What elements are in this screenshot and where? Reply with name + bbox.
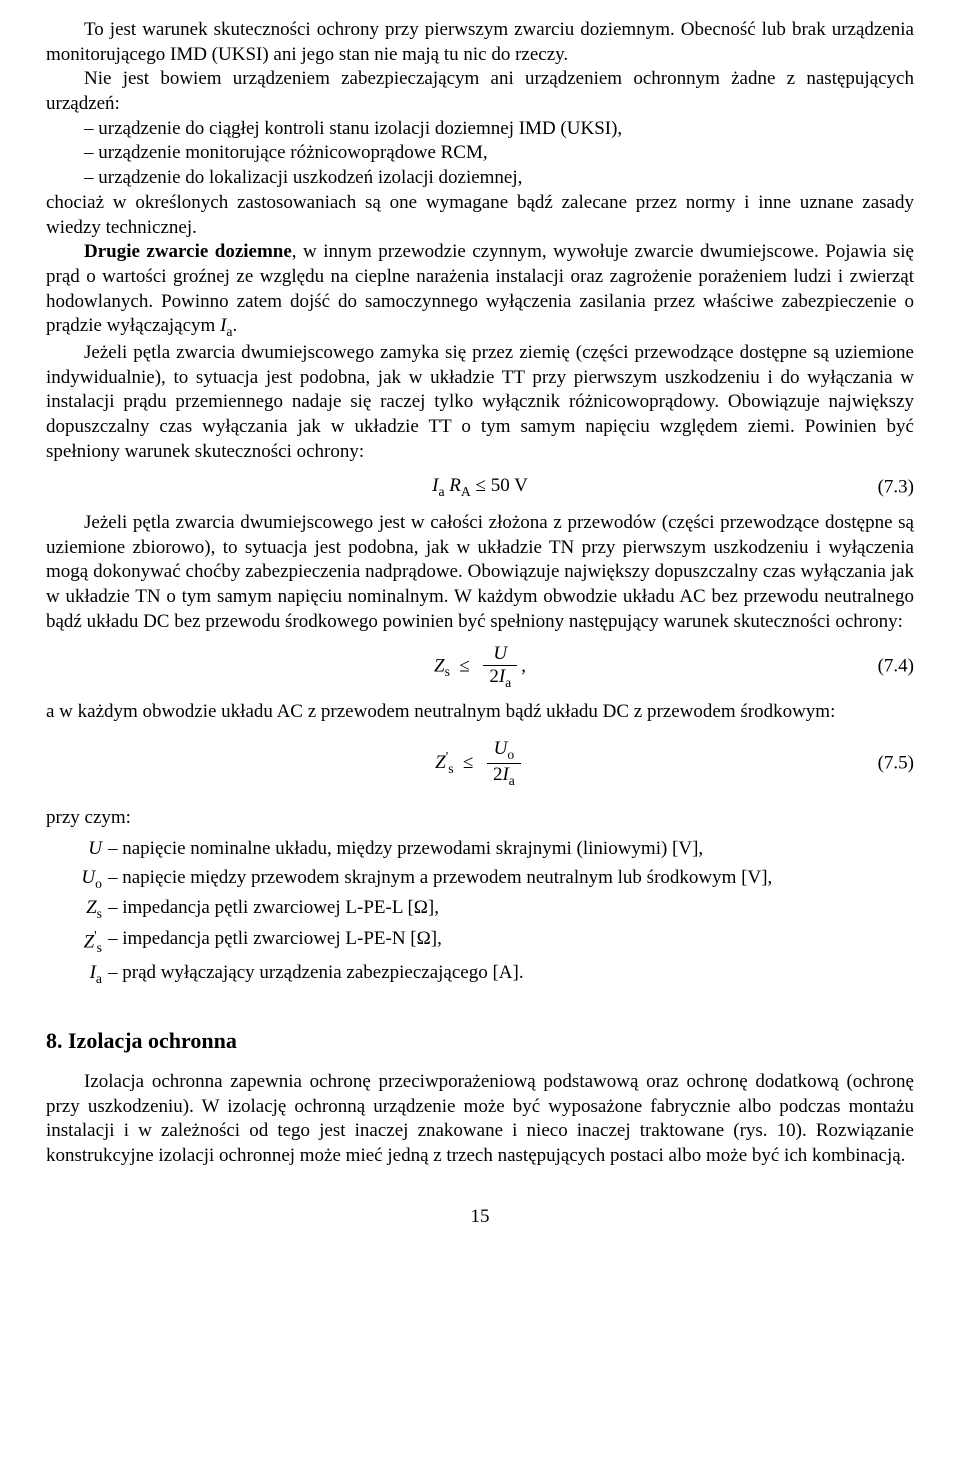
paragraph-4-bold: Drugie zwarcie doziemne (84, 241, 292, 262)
def-symbol: Z's (46, 927, 108, 957)
eq75-den-Isub: a (509, 773, 515, 788)
equation-7-5-body: Z's ≤ Uo 2Ia (435, 739, 525, 788)
eq74-rel: ≤ (459, 656, 469, 677)
list-item: – urządzenie do lokalizacji uszkodzeń iz… (46, 166, 914, 191)
paragraph-8: Izolacja ochronna zapewnia ochronę przec… (46, 1070, 914, 1169)
eq74-Z: Z (434, 656, 445, 677)
eq73-number: (7.3) (878, 475, 914, 500)
def-symbol: Zs (46, 896, 108, 923)
eq74-number: (7.4) (878, 655, 914, 680)
equation-7-4-body: Zs ≤ U 2Ia , (434, 644, 526, 690)
eq75-num-osub: o (507, 747, 514, 762)
equation-7-5: Z's ≤ Uo 2Ia (7.5) (46, 739, 914, 788)
paragraph-4: Drugie zwarcie doziemne, w innym przewod… (46, 240, 914, 341)
eq74-fraction: U 2Ia (483, 644, 517, 690)
def-row: Zs – impedancja pętli zwarciowej L-PE-L … (46, 896, 914, 923)
def-desc: – impedancja pętli zwarciowej L-PE-L [Ω]… (108, 896, 914, 923)
equation-7-4: Zs ≤ U 2Ia , (7.4) (46, 644, 914, 690)
list-item: – urządzenie monitorujące różnicowoprądo… (46, 141, 914, 166)
eq73-RA-R: R (449, 475, 461, 496)
defs-lead: przy czym: (46, 806, 914, 831)
eq75-fraction: Uo 2Ia (487, 739, 521, 788)
eq75-Zsub: s (448, 761, 453, 776)
eq74-tail: , (521, 656, 526, 677)
paragraph-7: a w każdym obwodzie układu AC z przewode… (46, 700, 914, 725)
eq75-rel: ≤ (463, 752, 473, 773)
eq75-number: (7.5) (878, 751, 914, 776)
def-desc: – impedancja pętli zwarciowej L-PE-N [Ω]… (108, 927, 914, 957)
eq73-rhs: 50 V (491, 475, 528, 496)
eq75-Z: Z (435, 752, 446, 773)
def-desc: – napięcie nominalne układu, między prze… (108, 837, 914, 862)
paragraph-4-tail: . (232, 315, 237, 336)
paragraph-6: Jeżeli pętla zwarcia dwumiejscowego jest… (46, 511, 914, 634)
eq75-num-U: U (494, 738, 508, 759)
def-symbol: Uo (46, 866, 108, 893)
def-row: Ia – prąd wyłączający urządzenia zabezpi… (46, 961, 914, 988)
paragraph-2: Nie jest bowiem urządzeniem zabezpieczaj… (46, 67, 914, 116)
def-symbol: Ia (46, 961, 108, 988)
paragraph-1: To jest warunek skuteczności ochrony prz… (46, 18, 914, 67)
definitions-block: U – napięcie nominalne układu, między pr… (46, 837, 914, 987)
eq74-den-Isub: a (505, 675, 511, 690)
def-desc: – napięcie między przewodem skrajnym a p… (108, 866, 914, 893)
def-row: U – napięcie nominalne układu, między pr… (46, 837, 914, 862)
section-8-heading: 8. Izolacja ochronna (46, 1027, 914, 1056)
equation-7-3-body: Ia RA ≤ 50 V (432, 474, 528, 501)
eq73-Ia-sub: a (438, 484, 444, 499)
equation-7-3: Ia RA ≤ 50 V (7.3) (46, 474, 914, 501)
def-row: Uo – napięcie między przewodem skrajnym … (46, 866, 914, 893)
paragraph-5: Jeżeli pętla zwarcia dwumiejscowego zamy… (46, 341, 914, 464)
list-item: – urządzenie do ciągłej kontroli stanu i… (46, 117, 914, 142)
eq75-den-I: I (502, 764, 508, 785)
page-root: To jest warunek skuteczności ochrony prz… (0, 0, 960, 1269)
def-symbol: U (46, 837, 108, 862)
symbol-Ia-sub: a (226, 324, 232, 339)
paragraph-3: chociaż w określonych zastosowaniach są … (46, 191, 914, 240)
eq74-Zsub: s (445, 664, 450, 679)
def-desc: – prąd wyłączający urządzenia zabezpiecz… (108, 961, 914, 988)
def-row: Z's – impedancja pętli zwarciowej L-PE-N… (46, 927, 914, 957)
eq73-RA-sub: A (461, 484, 471, 499)
eq74-den-2: 2 (489, 666, 499, 687)
eq74-num-U: U (493, 643, 507, 664)
eq73-rel: ≤ (476, 475, 486, 496)
page-number: 15 (46, 1205, 914, 1230)
